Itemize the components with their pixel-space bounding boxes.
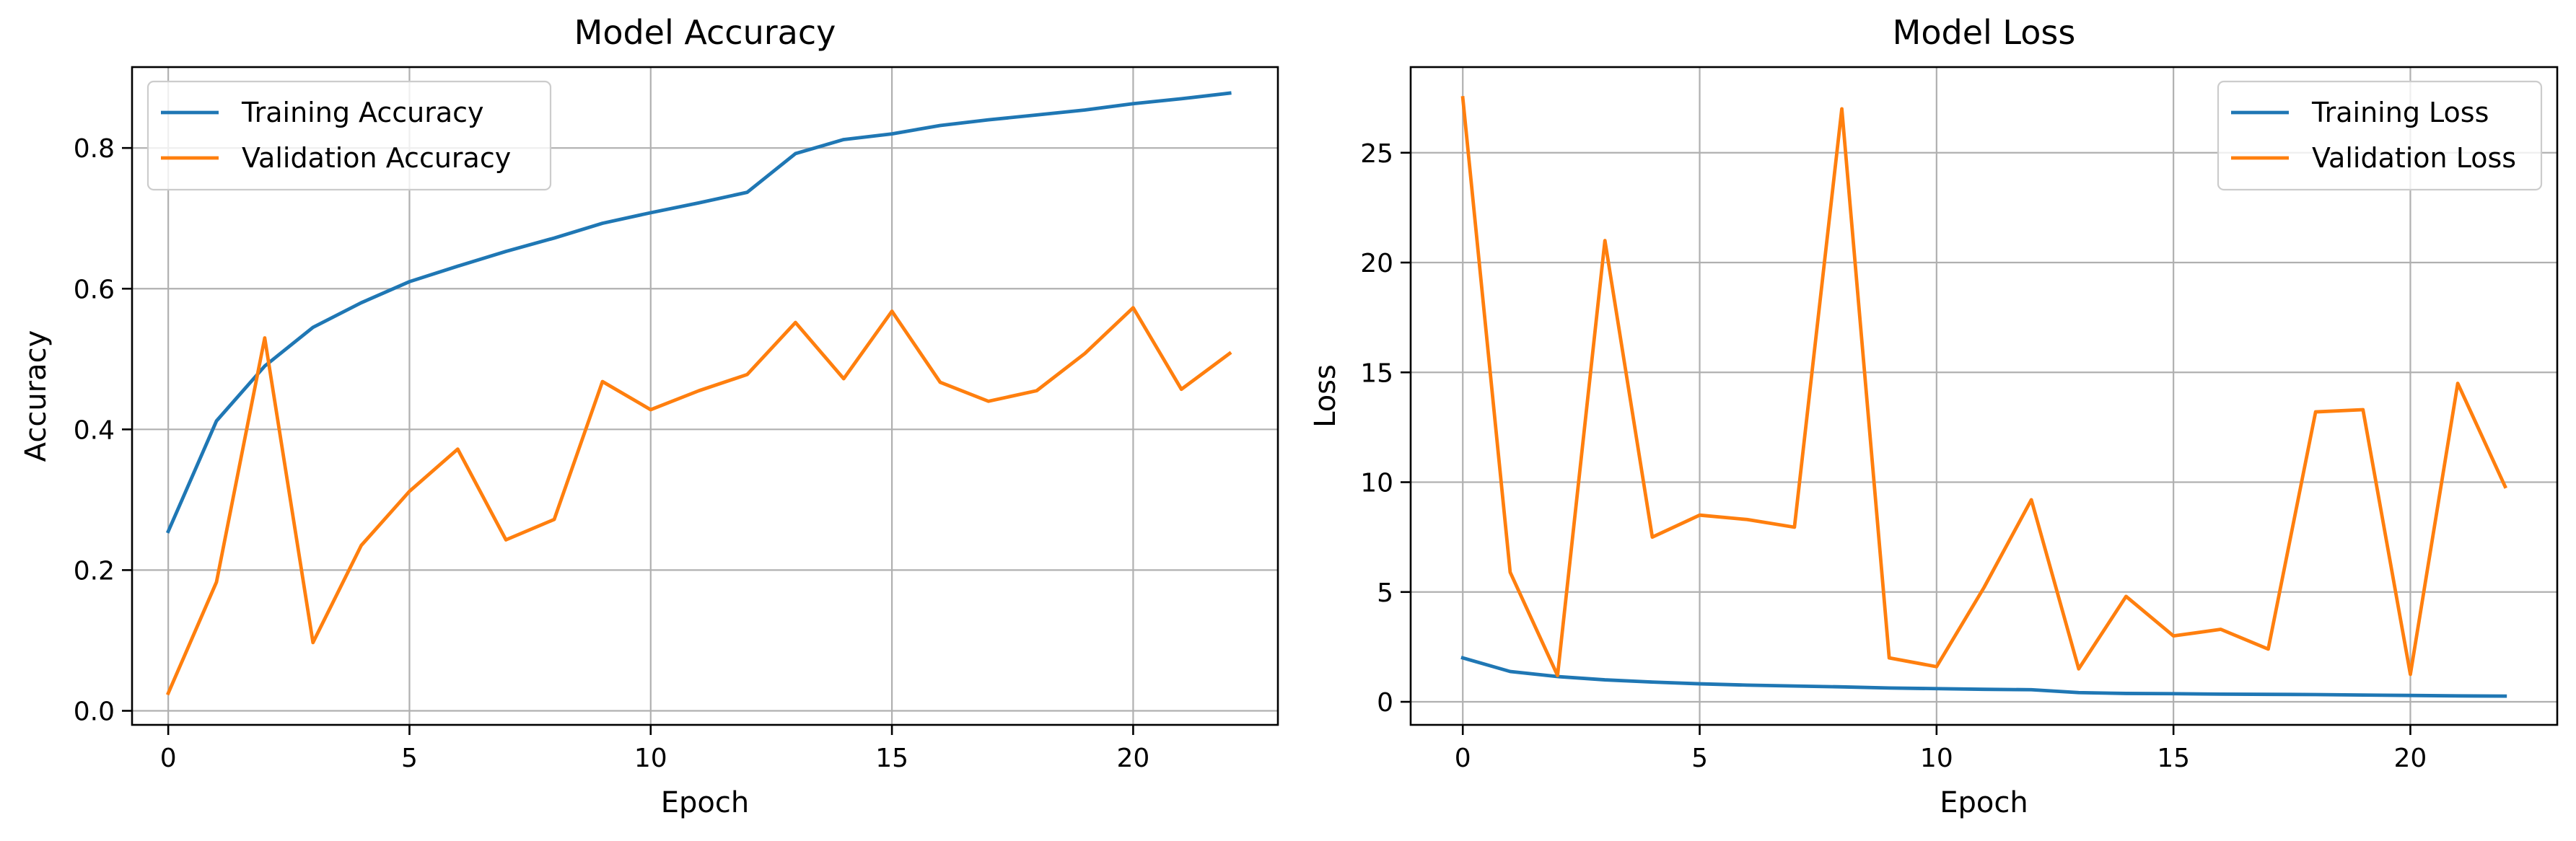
- accuracy-y-tick-label: 0.4: [74, 415, 115, 445]
- loss-y-tick-label: 0: [1377, 688, 1393, 718]
- accuracy-x-tick-label: 10: [634, 744, 667, 773]
- accuracy-x-tick-label: 0: [160, 744, 177, 773]
- loss-plot-frame: [1409, 66, 2559, 726]
- validation-loss-line: [1460, 96, 2507, 677]
- loss-y-tick-label: 5: [1377, 578, 1393, 608]
- loss-y-tick-label: 10: [1360, 469, 1393, 498]
- loss-legend: Training Loss Validation Loss: [2217, 80, 2543, 191]
- accuracy-x-tick-label: 20: [1117, 744, 1150, 773]
- loss-y-tick-label: 15: [1360, 358, 1393, 388]
- accuracy-x-tick-label: 15: [875, 744, 908, 773]
- validation-loss-legend-label: Validation Loss: [2312, 142, 2516, 174]
- loss-y-axis-label: Loss: [1309, 364, 1342, 428]
- accuracy-legend: Training Accuracy Validation Accuracy: [146, 80, 552, 191]
- accuracy-grid: [132, 67, 1278, 725]
- accuracy-plot-frame: [131, 66, 1279, 726]
- loss-x-axis-label: Epoch: [1940, 786, 2028, 819]
- loss-chart: 0 5 10 15 20 0 5 10 15 20 25 Model Loss Epoch Loss Tra…: [1309, 13, 2559, 819]
- loss-x-tick-label: 0: [1455, 744, 1471, 773]
- accuracy-chart-title: Model Accuracy: [574, 13, 836, 52]
- training-accuracy-line: [165, 91, 1232, 534]
- loss-x-tick-label: 5: [1691, 744, 1708, 773]
- accuracy-y-axis-label: Accuracy: [19, 330, 53, 462]
- validation-accuracy-legend-label: Validation Accuracy: [242, 142, 511, 174]
- training-loss-legend-label: Training Loss: [2311, 97, 2489, 128]
- accuracy-y-tick-label: 0.2: [74, 556, 115, 586]
- loss-x-tick-label: 20: [2394, 744, 2427, 773]
- accuracy-x-tick-label: 5: [401, 744, 418, 773]
- loss-y-tick-label: 25: [1360, 139, 1393, 169]
- loss-x-tick-label: 15: [2157, 744, 2190, 773]
- training-loss-line: [1460, 656, 2507, 698]
- loss-chart-title: Model Loss: [1893, 13, 2076, 52]
- accuracy-chart: 0 5 10 15 20 0.0 0.2 0.4 0.6 0.8 Model Accuracy Epo…: [19, 13, 1279, 819]
- accuracy-legend-box: [146, 80, 552, 191]
- accuracy-y-tick-label: 0.6: [74, 275, 115, 304]
- accuracy-y-tick-label: 0.8: [74, 134, 115, 164]
- validation-accuracy-line: [165, 306, 1232, 696]
- loss-legend-box: [2217, 80, 2543, 191]
- loss-x-tick-label: 10: [1920, 744, 1953, 773]
- accuracy-x-axis-label: Epoch: [661, 786, 749, 819]
- training-accuracy-legend-label: Training Accuracy: [241, 97, 484, 128]
- loss-y-tick-label: 20: [1360, 249, 1393, 278]
- accuracy-y-tick-label: 0.0: [74, 697, 115, 726]
